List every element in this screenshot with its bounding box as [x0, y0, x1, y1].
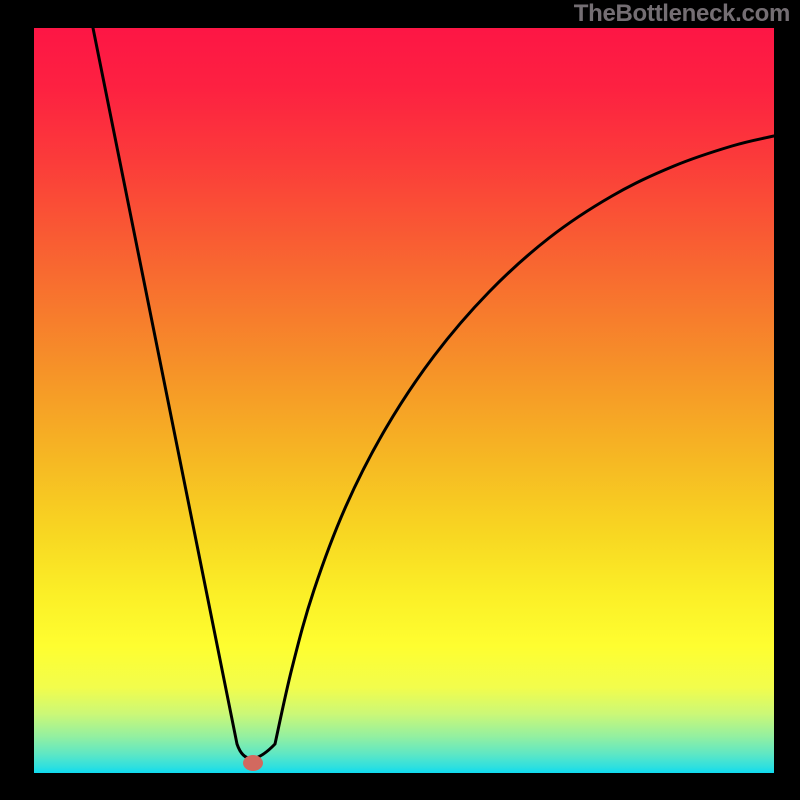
plot-svg: [34, 28, 774, 773]
optimal-point-marker: [243, 755, 263, 771]
watermark-label: TheBottleneck.com: [574, 0, 790, 28]
chart-root: TheBottleneck.com: [0, 0, 800, 800]
